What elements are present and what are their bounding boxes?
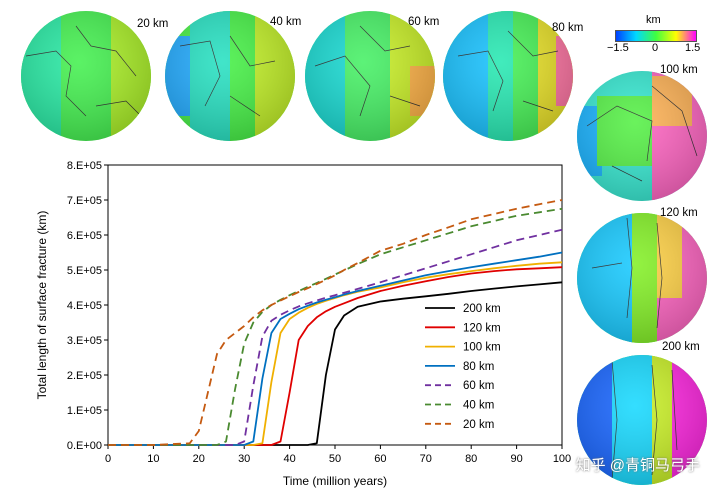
y-tick-label: 3.E+05	[67, 335, 102, 347]
globe-label: 60 km	[408, 16, 440, 28]
globe-80km	[443, 11, 573, 141]
legend-label: 60 km	[463, 380, 494, 392]
x-axis-label: Time (million years)	[283, 474, 387, 488]
globe-200km	[577, 355, 707, 485]
x-tick-label: 50	[329, 453, 341, 465]
x-tick-label: 90	[510, 453, 522, 465]
y-tick-label: 7.E+05	[67, 195, 102, 207]
x-tick-label: 70	[420, 453, 432, 465]
x-tick-label: 20	[193, 453, 205, 465]
globe-20km	[21, 11, 151, 141]
y-tick-label: 6.E+05	[67, 230, 102, 242]
series-line	[108, 228, 563, 446]
legend-label: 100 km	[463, 342, 501, 354]
globe-label: 200 km	[662, 341, 700, 353]
colorbar	[615, 30, 697, 42]
x-tick-label: 0	[105, 453, 111, 465]
series-line	[108, 261, 563, 446]
globe-label: 120 km	[660, 207, 698, 219]
y-axis-label: Total length of surface fracture (km)	[35, 211, 49, 400]
colorbar-min-label: −1.5	[607, 42, 629, 54]
y-tick-label: 0.E+00	[67, 440, 102, 452]
globe-100km	[577, 71, 707, 201]
legend-label: 80 km	[463, 361, 494, 373]
y-tick-label: 2.E+05	[67, 370, 102, 382]
y-tick-label: 4.E+05	[67, 300, 102, 312]
legend-label: 120 km	[463, 322, 501, 334]
colorbar-mid-label: 0	[652, 42, 659, 54]
legend-label: 40 km	[463, 400, 494, 412]
legend-label: 200 km	[463, 303, 501, 315]
globe-60km	[305, 11, 435, 141]
watermark: 知乎 @青铜马弓手	[575, 457, 700, 474]
globe-label: 20 km	[137, 18, 169, 30]
globe-label: 100 km	[660, 64, 698, 76]
colorbar-max-label: 1.5	[685, 42, 701, 54]
globe-40km	[165, 11, 295, 141]
y-tick-label: 8.E+05	[67, 160, 102, 172]
x-tick-label: 100	[553, 453, 571, 465]
x-tick-label: 80	[465, 453, 477, 465]
y-tick-label: 1.E+05	[67, 405, 102, 417]
y-tick-label: 5.E+05	[67, 265, 102, 277]
globe-120km	[577, 213, 707, 343]
globe-label: 80 km	[552, 22, 584, 34]
x-tick-label: 60	[374, 453, 386, 465]
series-line	[108, 199, 563, 446]
series-line	[108, 207, 563, 446]
x-tick-label: 30	[238, 453, 250, 465]
colorbar-unit: km	[646, 14, 661, 26]
x-tick-label: 40	[283, 453, 295, 465]
globe-label: 40 km	[270, 16, 302, 28]
legend-label: 20 km	[463, 419, 494, 431]
x-tick-label: 10	[147, 453, 159, 465]
